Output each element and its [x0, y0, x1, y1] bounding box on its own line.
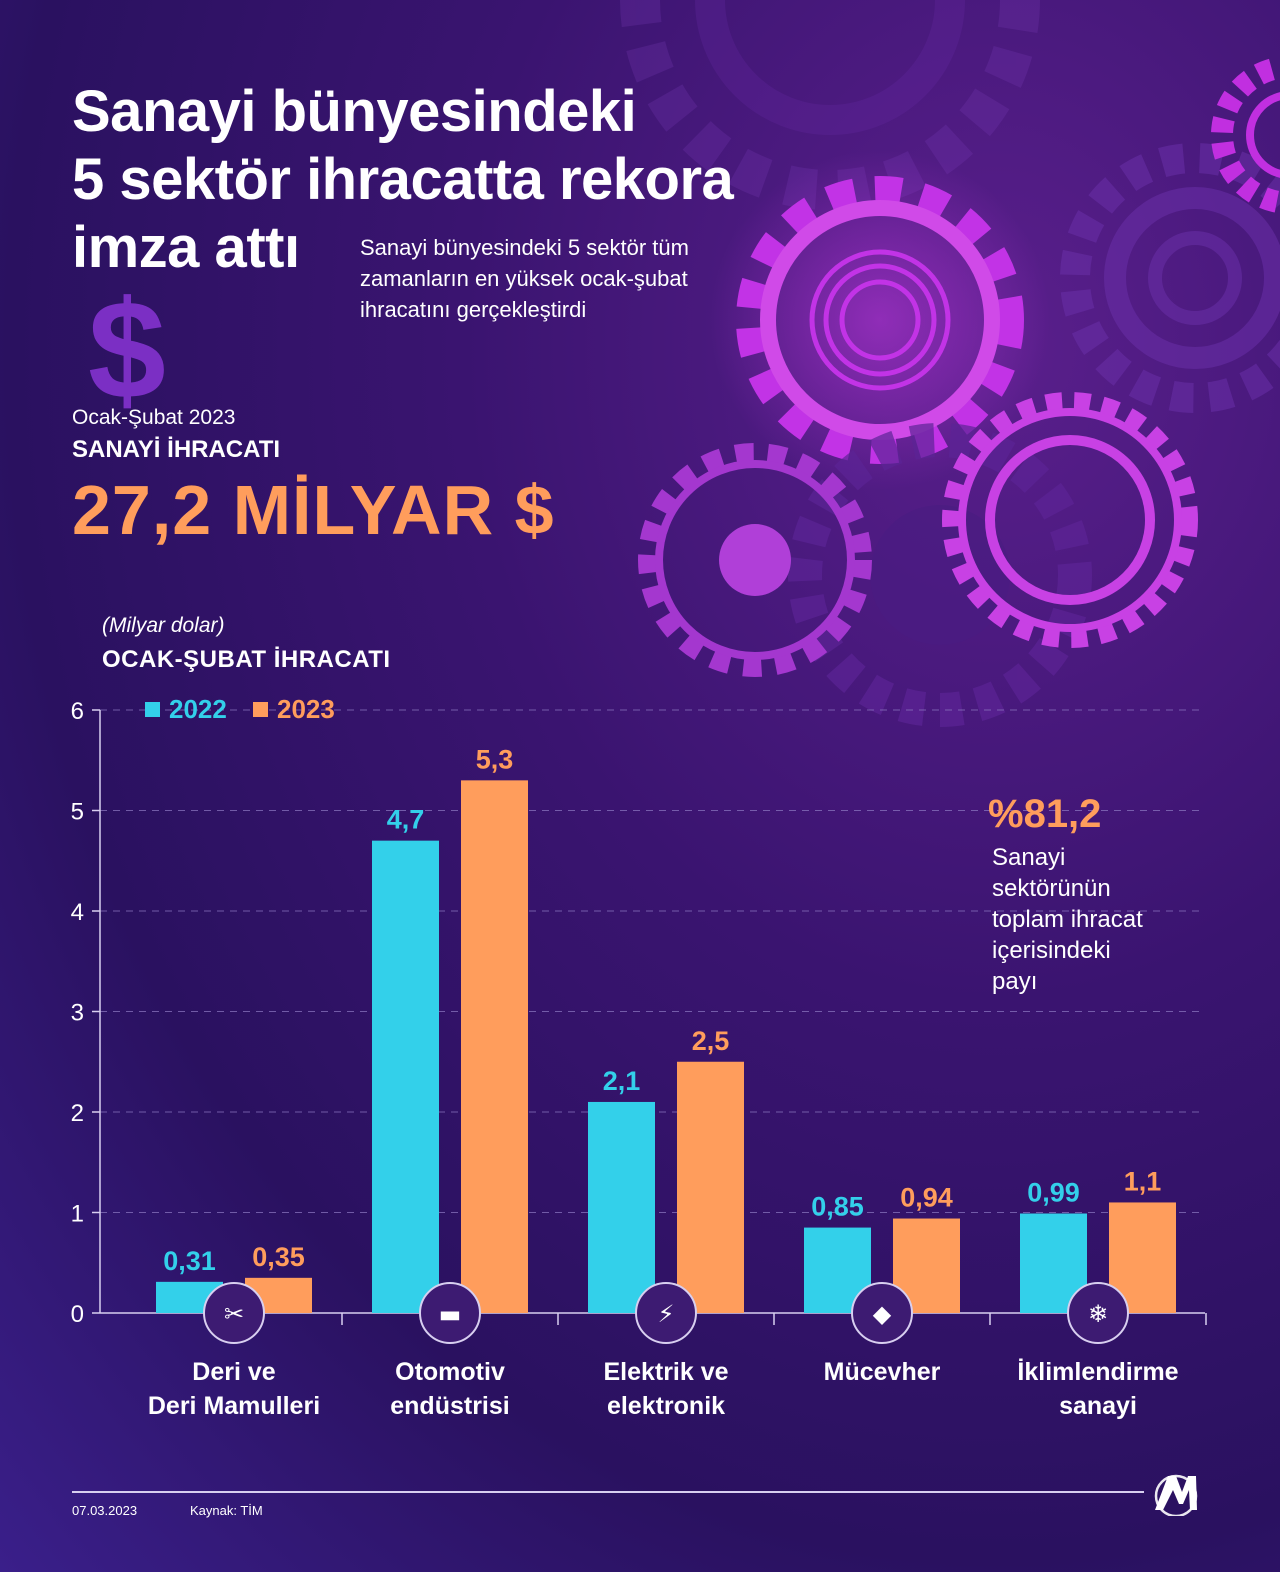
chart-unit-label: (Milyar dolar) [102, 614, 225, 637]
bar-2023 [677, 1061, 744, 1313]
title-line-1: Sanayi bünyesindeki [72, 79, 637, 144]
share-line-3: toplam ihracat [992, 906, 1143, 933]
category-icons: ✂ ▬ ⚡ ◆ ❄ [203, 1282, 1129, 1344]
share-line-2: sektörünün [992, 875, 1111, 902]
category-label: İklimlendirme sanayi [983, 1355, 1213, 1423]
gear-right-top [1060, 56, 1280, 413]
title-line-2: 5 sektör ihracatta rekora [72, 147, 734, 212]
category-label-line: endüstrisi [390, 1392, 510, 1420]
y-tick-label: 6 [71, 698, 84, 725]
category-label-line: İklimlendirme [1017, 1358, 1179, 1386]
y-tick-label: 1 [71, 1201, 84, 1228]
bar-value-label: 1,1 [1124, 1166, 1162, 1196]
category-label: Mücevher [767, 1355, 997, 1389]
share-description: Sanayi sektörünün toplam ihracat içerisi… [992, 842, 1182, 997]
y-tick-label: 2 [71, 1100, 84, 1127]
y-tick-label: 0 [71, 1301, 84, 1328]
gear-left-purple [638, 443, 872, 677]
footer-date: 07.03.2023 [72, 1503, 138, 1518]
share-line-4: içerisindeki [992, 937, 1111, 964]
footer-source: Kaynak: TİM [190, 1503, 263, 1518]
category-label: Deri ve Deri Mamulleri [119, 1355, 349, 1423]
bar-2022 [588, 1101, 655, 1313]
bar-value-label: 5,3 [476, 744, 514, 774]
cars-icon-glyph: ▬ [439, 1300, 462, 1328]
legend-label-2022: 2022 [169, 694, 227, 724]
gears-decoration [620, 0, 1280, 727]
aa-logo-icon [1154, 1474, 1198, 1516]
share-line-1: Sanayi [992, 844, 1066, 871]
bar-value-label: 2,5 [692, 1026, 730, 1056]
category-label: Otomotiv endüstrisi [335, 1355, 565, 1423]
leather-goods-icon-glyph: ✂ [224, 1300, 244, 1328]
category-label-line: sanayi [1059, 1392, 1137, 1420]
legend-swatch-2022 [145, 702, 160, 717]
subtitle-line-2: zamanların en yüksek ocak-şubat [360, 266, 688, 291]
bar-chart: 0 1 2 3 4 5 6 0,31 0,35 4,7 5,3 2,1 2,5 0,85 0,94 0,99… [71, 694, 1207, 1344]
bar-value-label: 2,1 [603, 1066, 641, 1096]
bar-value-label: 0,99 [1027, 1178, 1080, 1208]
value-labels: 0,31 0,35 4,7 5,3 2,1 2,5 0,85 0,94 0,99 1,1 [163, 744, 1161, 1275]
legend-label-2023: 2023 [277, 694, 335, 724]
category-label: Elektrik ve elektronik [551, 1355, 781, 1423]
bar-value-label: 0,94 [900, 1183, 953, 1213]
gear-faint-top [620, 0, 1040, 210]
lightning-icon-glyph: ⚡ [658, 1300, 675, 1328]
category-label-line: elektronik [606, 1392, 726, 1420]
leather-goods-icon [203, 1282, 265, 1344]
diamond-icon [851, 1282, 913, 1344]
category-label-line: Elektrik ve [603, 1358, 729, 1386]
bar-value-label: 0,31 [163, 1246, 216, 1276]
category-label-line: Mücevher [823, 1358, 941, 1386]
diamond-icon-glyph: ◆ [873, 1300, 892, 1328]
bar-value-label: 0,85 [811, 1192, 864, 1222]
bar-value-label: 4,7 [387, 805, 425, 835]
bars [156, 780, 1176, 1313]
footer-divider [72, 1491, 1144, 1493]
summary-label: SANAYİ İHRACATI [72, 436, 281, 463]
bar-value-label: 0,35 [252, 1242, 305, 1272]
subtitle: Sanayi bünyesindeki 5 sektör tüm zamanla… [360, 232, 760, 325]
y-tick-label: 3 [71, 1000, 84, 1027]
share-value: %81,2 [988, 792, 1102, 836]
title-line-3: imza attı [72, 215, 300, 280]
category-label-line: Deri ve [192, 1358, 276, 1386]
summary-period: Ocak-Şubat 2023 [72, 406, 236, 429]
y-tick-label: 5 [71, 799, 84, 826]
y-tick-label: 4 [71, 899, 84, 926]
subtitle-line-3: ihracatını gerçekleştirdi [360, 297, 587, 322]
page-title: Sanayi bünyesindeki 5 sektör ihracatta r… [72, 78, 832, 282]
lightning-icon [635, 1282, 697, 1344]
air-conditioner-icon-glyph: ❄ [1088, 1300, 1108, 1328]
legend-swatch-2023 [253, 702, 268, 717]
legend: 2022 2023 [145, 694, 335, 724]
category-label-line: Deri Mamulleri [147, 1392, 321, 1420]
chart-title: OCAK-ŞUBAT İHRACATI [102, 646, 391, 673]
subtitle-line-1: Sanayi bünyesindeki 5 sektör tüm [360, 235, 689, 260]
dollar-icon: $ [88, 271, 166, 428]
summary-value: 27,2 MİLYAR $ [72, 471, 555, 549]
air-conditioner-icon [1067, 1282, 1129, 1344]
gear-dark-middle [788, 423, 1092, 727]
gear-right-pink [942, 392, 1198, 648]
bar-2022 [372, 840, 439, 1313]
cars-icon [419, 1282, 481, 1344]
category-label-line: Otomotiv [395, 1358, 505, 1386]
bar-2023 [461, 780, 528, 1313]
share-line-5: payı [992, 968, 1038, 995]
